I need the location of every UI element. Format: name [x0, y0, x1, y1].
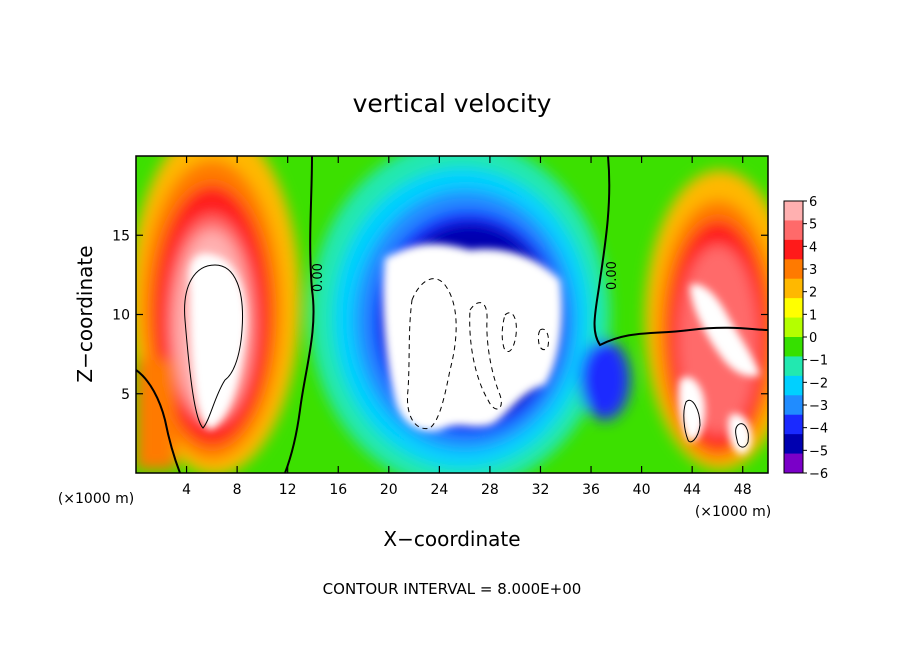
- left-white-core: [189, 253, 247, 430]
- colorbar-tick-label: 4: [809, 240, 817, 255]
- plot-area: 0.00 0.00: [136, 156, 768, 473]
- colorbar-swatch: [784, 278, 803, 299]
- colorbar-tick-label: −6: [809, 467, 828, 482]
- right-white-core: [690, 284, 760, 377]
- colorbar-tick-label: 0: [809, 331, 817, 346]
- contour-labels: 0.00 0.00: [311, 261, 620, 292]
- contour-label-left: 0.00: [311, 263, 326, 292]
- center-white-core: [383, 243, 562, 431]
- x-axis: 4 8 12 16 20 24 28 32 36 40 44 48: [182, 156, 752, 498]
- colorbar-swatch: [784, 337, 803, 357]
- x-tick-label: 40: [633, 482, 651, 498]
- x-tick-label: 12: [279, 482, 297, 498]
- x-tick-label: 32: [532, 482, 550, 498]
- x-tick-label: 4: [182, 482, 191, 498]
- y-axis: 5 10 15: [112, 228, 768, 403]
- colorbar-swatch: [784, 434, 803, 455]
- colorbar-swatch: [784, 298, 803, 319]
- x-tick-label: 36: [582, 482, 600, 498]
- colorbar-tick-label: 1: [809, 308, 817, 323]
- x-tick-label: 24: [430, 482, 448, 498]
- x-tick-label: 8: [233, 482, 242, 498]
- colorbar-tick-label: 5: [809, 218, 817, 233]
- colorbar-tick-label: −2: [809, 376, 828, 391]
- x-tick-label: 48: [734, 482, 752, 498]
- colorbar-swatch: [784, 259, 803, 280]
- contour-interval-note: CONTOUR INTERVAL = 8.000E+00: [323, 580, 582, 598]
- y-tick-label: 10: [112, 308, 130, 324]
- x-tick-label: 44: [683, 482, 701, 498]
- chart-title: vertical velocity: [353, 89, 552, 118]
- x-tick-label: 20: [380, 482, 398, 498]
- colorbar-tick-label: −3: [809, 399, 828, 414]
- colorbar-swatch: [784, 201, 803, 221]
- colorbar-swatch: [784, 317, 803, 338]
- colorbar-tick-label: 3: [809, 263, 817, 278]
- colorbar-swatch: [784, 375, 803, 396]
- colorbar: 6 5 4 3 2 1 0 −1 −2 −3 −4 −5 −6: [783, 195, 828, 482]
- y-tick-label: 5: [121, 387, 130, 403]
- x-unit-label: (×1000 m): [695, 504, 771, 520]
- x-tick-label: 28: [481, 482, 499, 498]
- inner-contours: [184, 264, 749, 448]
- y-unit-label: (×1000 m): [58, 491, 134, 507]
- dashed-contours: [406, 278, 549, 430]
- colorbar-swatch: [784, 239, 803, 260]
- colorbar-tick-label: −5: [809, 444, 828, 459]
- colorbar-swatch: [784, 220, 803, 241]
- colorbar-tick-label: −4: [809, 422, 828, 437]
- colorbar-tick-label: 6: [809, 195, 817, 210]
- colorbar-swatch: [784, 395, 803, 416]
- y-tick-label: 15: [112, 228, 130, 244]
- colorbar-swatch: [784, 356, 803, 377]
- colorbar-tick-label: 2: [809, 286, 817, 301]
- x-axis-label: X−coordinate: [383, 527, 520, 551]
- colorbar-tick-label: −1: [809, 354, 828, 369]
- zero-contours: [136, 156, 768, 473]
- contour-label-right: 0.00: [605, 261, 620, 290]
- x-tick-label: 16: [329, 482, 347, 498]
- colorbar-swatch: [784, 414, 803, 435]
- y-axis-label: Z−coordinate: [73, 245, 97, 382]
- colorbar-swatch: [784, 453, 803, 474]
